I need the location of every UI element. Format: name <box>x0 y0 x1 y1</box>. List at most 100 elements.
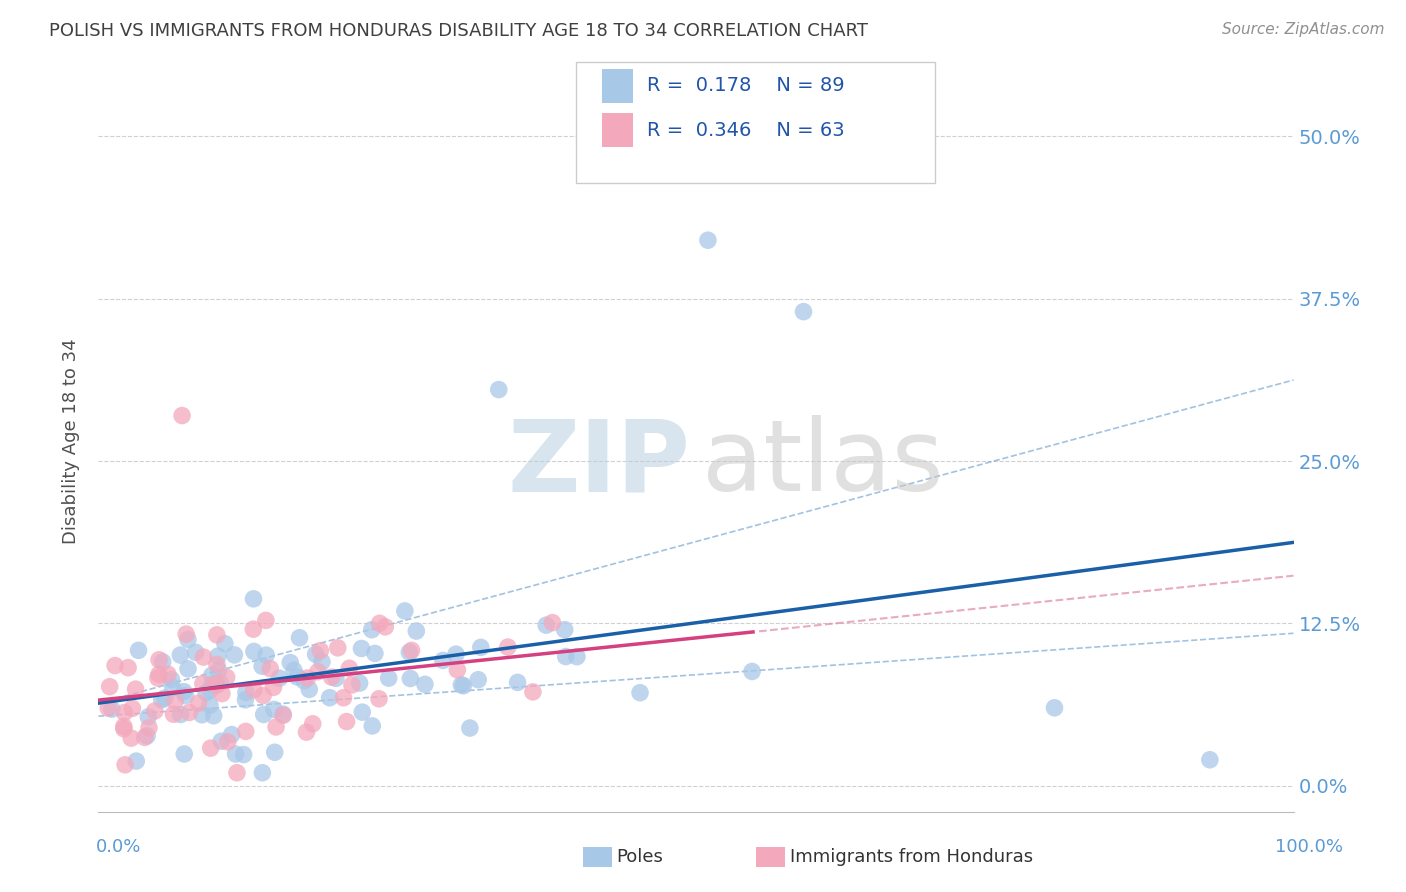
Point <box>165 694 187 708</box>
Point <box>217 735 239 749</box>
Point <box>325 671 347 685</box>
Point <box>198 698 221 713</box>
Point <box>496 640 519 654</box>
Point <box>793 304 815 318</box>
Point <box>262 681 284 695</box>
Point <box>554 649 576 664</box>
Point <box>202 708 225 723</box>
Point <box>174 689 197 703</box>
Point <box>458 721 481 735</box>
Point <box>377 671 399 685</box>
Point <box>264 720 287 734</box>
Point <box>349 676 371 690</box>
Point <box>285 670 308 684</box>
Point <box>187 696 209 710</box>
Point <box>136 710 159 724</box>
Y-axis label: Disability Age 18 to 34: Disability Age 18 to 34 <box>62 339 80 544</box>
Point <box>172 409 194 423</box>
Point <box>215 670 238 684</box>
Point <box>432 653 454 667</box>
Point <box>304 647 326 661</box>
Point <box>697 233 720 247</box>
Point <box>146 671 169 685</box>
Point <box>263 702 285 716</box>
Point <box>301 716 323 731</box>
Point <box>201 677 224 691</box>
Point <box>117 661 139 675</box>
Point <box>470 640 492 655</box>
Point <box>211 687 233 701</box>
Point <box>368 616 391 631</box>
Point <box>360 623 382 637</box>
Point <box>243 682 266 697</box>
Point <box>169 648 191 662</box>
Point <box>250 659 273 673</box>
Point <box>162 707 184 722</box>
Point <box>253 707 276 722</box>
Point <box>1043 701 1066 715</box>
Text: ZIP: ZIP <box>508 416 690 512</box>
Point <box>541 615 564 630</box>
Point <box>225 747 247 761</box>
Point <box>134 731 156 745</box>
Point <box>205 676 228 690</box>
Point <box>340 678 363 692</box>
Point <box>138 721 160 735</box>
Point <box>198 683 221 698</box>
Point <box>453 679 475 693</box>
Point <box>209 675 232 690</box>
Point <box>332 690 354 705</box>
Point <box>156 667 179 681</box>
Text: Source: ZipAtlas.com: Source: ZipAtlas.com <box>1222 22 1385 37</box>
Point <box>184 645 207 659</box>
Point <box>177 632 200 647</box>
Point <box>374 620 396 634</box>
Point <box>173 747 195 761</box>
Point <box>1199 753 1222 767</box>
Point <box>298 682 321 697</box>
Point <box>321 670 343 684</box>
Point <box>205 678 228 692</box>
Point <box>243 644 266 658</box>
Point <box>271 707 294 722</box>
Point <box>169 707 191 722</box>
Point <box>214 637 236 651</box>
Text: R =  0.346    N = 63: R = 0.346 N = 63 <box>647 120 845 140</box>
Point <box>309 643 332 657</box>
Point <box>242 591 264 606</box>
Point <box>307 665 329 679</box>
Text: Poles: Poles <box>616 848 662 866</box>
Text: Immigrants from Honduras: Immigrants from Honduras <box>790 848 1033 866</box>
Point <box>534 618 557 632</box>
Point <box>104 658 127 673</box>
Point <box>200 741 222 756</box>
Point <box>444 647 467 661</box>
Point <box>235 692 257 706</box>
Point <box>350 641 373 656</box>
Point <box>398 645 420 659</box>
Point <box>446 663 468 677</box>
Point <box>271 708 294 723</box>
Point <box>278 656 301 670</box>
Point <box>177 662 200 676</box>
Point <box>295 725 318 739</box>
Point <box>174 627 197 641</box>
Point <box>335 714 357 729</box>
Point <box>297 671 319 685</box>
Point <box>98 680 121 694</box>
Point <box>128 643 150 657</box>
Point <box>364 647 387 661</box>
Point <box>399 672 422 686</box>
Point <box>741 665 763 679</box>
Point <box>292 673 315 688</box>
Point <box>143 704 166 718</box>
Point <box>205 657 228 672</box>
Point <box>120 731 142 745</box>
Point <box>252 765 274 780</box>
Point <box>269 671 291 685</box>
Point <box>112 706 135 720</box>
Point <box>368 691 391 706</box>
Point <box>150 693 173 707</box>
Point <box>224 648 246 662</box>
Point <box>235 685 257 699</box>
